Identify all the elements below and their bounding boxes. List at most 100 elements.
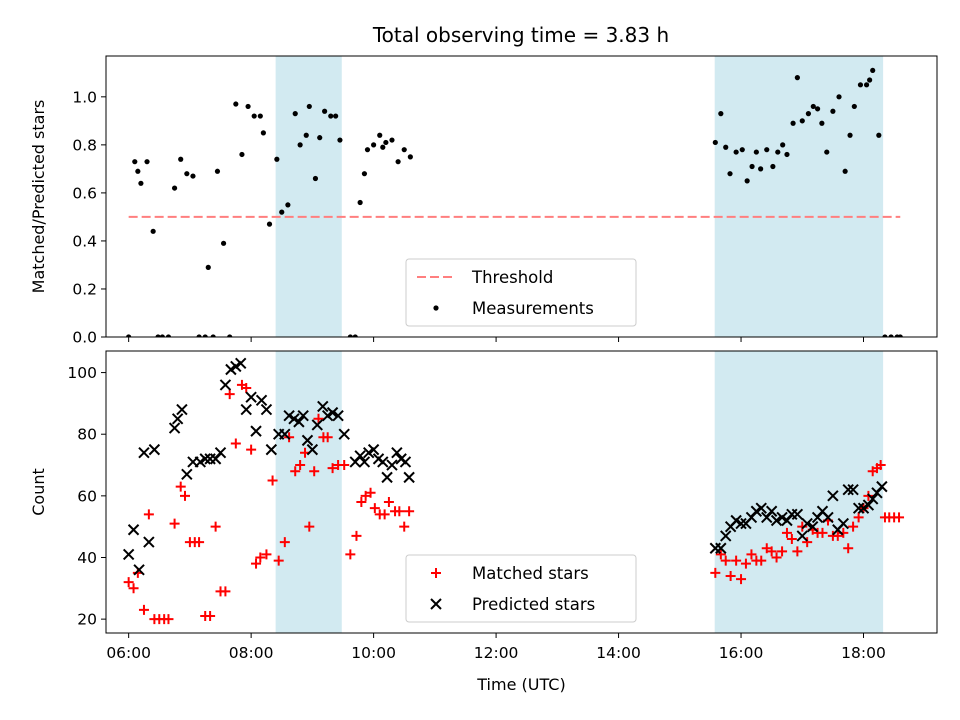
y-tick-label: 0.2	[72, 280, 97, 298]
predicted-star-point	[199, 453, 211, 465]
predicted-star-point	[122, 548, 135, 561]
measurement-point	[357, 199, 363, 206]
predicted-star-point	[358, 456, 371, 468]
matched-star-point	[817, 527, 828, 538]
predicted-star-point	[265, 443, 278, 456]
matched-star-point	[230, 438, 241, 449]
observing-window-span	[275, 56, 342, 337]
measurement-point	[842, 168, 848, 174]
measurement-point	[257, 113, 263, 119]
y-axis-label: Count	[29, 468, 48, 516]
legend-matched-swatch	[431, 568, 441, 578]
measurement-point	[753, 149, 759, 155]
matched-star-point	[394, 506, 405, 517]
measurement-point	[352, 334, 358, 337]
measurement-point	[150, 228, 156, 234]
measurement-point	[155, 334, 161, 337]
y-tick-label: 100	[67, 364, 97, 382]
predicted-star-point	[219, 379, 232, 391]
matched-star-point	[138, 604, 149, 615]
measurement-point	[383, 139, 389, 146]
measurement-point	[882, 334, 888, 337]
ratio-panel: 0.0 0.2 0.4 0.6 0.8 1.0 Matched/Predicted star…	[29, 55, 938, 347]
matched-star-point	[369, 503, 380, 514]
measurement-point	[159, 334, 165, 337]
predicted-star-point	[391, 446, 403, 459]
predicted-star-point	[354, 450, 366, 462]
predicted-star-point	[245, 391, 257, 403]
legend-label: Measurements	[472, 299, 594, 318]
observing-window-span	[714, 56, 884, 337]
predicted-star-point	[842, 483, 854, 496]
measurement-point	[306, 103, 312, 110]
plot-area	[126, 56, 903, 337]
measurement-point	[770, 163, 776, 170]
measurement-point	[790, 120, 796, 126]
measurement-point	[867, 77, 873, 83]
predicted-star-point	[852, 502, 865, 514]
predicted-star-point	[822, 511, 834, 524]
matched-star-point	[163, 614, 174, 625]
y-tick-label: 0.0	[72, 329, 97, 347]
predicted-star-point	[301, 434, 314, 447]
matched-star-point	[848, 521, 859, 532]
matched-star-point	[875, 460, 886, 471]
predicted-star-point	[235, 357, 247, 370]
plot-area	[122, 351, 905, 633]
y-tick-label: 0.4	[72, 232, 97, 250]
measurement-point	[285, 202, 291, 208]
measurement-point	[337, 137, 343, 143]
predicted-star-point	[367, 443, 380, 456]
matched-star-point	[175, 481, 186, 492]
measurement-point	[205, 264, 211, 270]
x-axis-label: Time (UTC)	[476, 675, 565, 694]
axes-frame	[105, 55, 938, 338]
predicted-star-point	[171, 413, 184, 425]
predicted-star-point	[377, 456, 389, 468]
predicted-star-point	[827, 490, 839, 502]
measurement-point	[361, 171, 368, 177]
predicted-star-point	[133, 564, 145, 576]
measurement-point	[328, 113, 334, 119]
measurement-point	[126, 334, 132, 337]
legend-box	[405, 554, 637, 623]
predicted-star-point	[765, 505, 778, 517]
matched-star-point	[194, 537, 205, 548]
y-tick-label: 1.0	[72, 88, 97, 106]
y-tick-label: 40	[77, 549, 97, 567]
legend: Matched stars Predicted stars	[405, 554, 637, 623]
matched-star-point	[832, 530, 843, 541]
measurement-point	[739, 147, 745, 153]
predicted-star-point	[279, 428, 291, 440]
measurement-point	[210, 334, 216, 337]
y-tick-label: 20	[77, 611, 97, 629]
matched-star-point	[802, 537, 813, 548]
matched-star-point	[220, 586, 231, 597]
measurement-point	[780, 142, 786, 148]
measurement-point	[814, 106, 821, 112]
matched-star-point	[327, 463, 338, 474]
measurement-point	[297, 142, 303, 148]
predicted-star-point	[138, 446, 150, 459]
measurement-point	[227, 334, 233, 337]
predicted-star-point	[293, 416, 305, 428]
measurement-point	[184, 171, 190, 177]
measurement-point	[233, 101, 239, 107]
measurement-point	[322, 108, 328, 114]
matched-star-point	[797, 521, 808, 532]
measurement-point	[723, 144, 729, 150]
predicted-star-point	[168, 422, 181, 434]
y-tick-label: 0.8	[72, 136, 97, 154]
matched-star-point	[128, 583, 139, 594]
matched-star-point	[309, 466, 320, 477]
predicted-star-point	[806, 520, 819, 533]
measurement-point	[407, 154, 413, 160]
measurement-point	[888, 334, 894, 337]
measurement-point	[857, 82, 864, 88]
matched-star-point	[766, 546, 777, 557]
matched-star-point	[241, 382, 252, 393]
measurement-point	[794, 75, 800, 81]
y-axis-label: Matched/Predicted stars	[29, 100, 48, 294]
predicted-star-point	[255, 394, 268, 407]
